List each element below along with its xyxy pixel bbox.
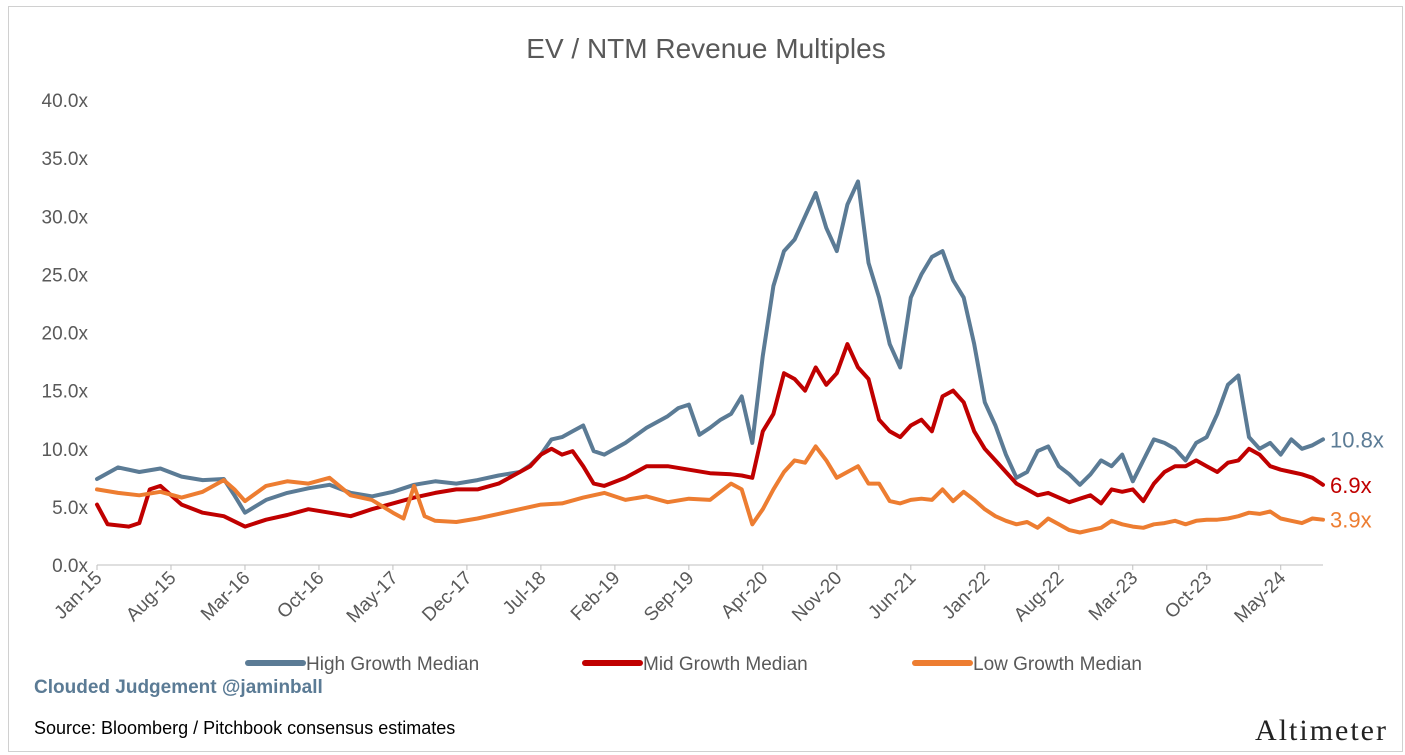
end-labels: 10.8x 6.9x 3.9x (1330, 427, 1384, 532)
legend-label: High Growth Median (306, 654, 479, 675)
x-tick-label: Sep-19 (640, 568, 698, 626)
chart-title: EV / NTM Revenue Multiples (526, 33, 885, 64)
y-tick-label: 15.0x (42, 382, 89, 403)
y-tick-label: 30.0x (42, 207, 89, 228)
source-text: Source: Bloomberg / Pitchbook consensus … (34, 718, 455, 738)
end-label: 3.9x (1330, 508, 1372, 533)
x-tick-label: Oct-16 (273, 568, 328, 623)
series-line-low-growth-median (95, 444, 1325, 535)
x-tick-label: Jul-18 (499, 568, 550, 619)
x-tick-label: Aug-15 (122, 568, 180, 626)
x-tick-label: Jan-22 (938, 568, 994, 624)
y-axis-ticks: 0.0x 5.0x 10.0x 15.0x 20.0x 25.0x 30.0x 35.0x 40… (42, 91, 89, 577)
x-axis-ticks: Jan-15 Aug-15 Mar-16 Oct-16 May-17 Dec-17 Jul-… (51, 565, 1291, 627)
y-tick-label: 5.0x (52, 498, 88, 519)
y-tick-label: 20.0x (42, 324, 89, 345)
x-tick-label: Oct-23 (1161, 568, 1216, 623)
x-tick-label: Feb-19 (567, 568, 624, 625)
x-tick-label: Dec-17 (418, 568, 476, 626)
legend-label: Mid Growth Median (643, 654, 808, 675)
end-label: 6.9x (1330, 473, 1372, 498)
brand-logo: Altimeter (1255, 714, 1388, 747)
y-tick-label: 35.0x (42, 149, 89, 170)
x-tick-label: Mar-23 (1085, 568, 1142, 625)
series-line-mid-growth-median (95, 342, 1325, 529)
y-tick-label: 0.0x (52, 556, 88, 577)
legend-label: Low Growth Median (973, 654, 1142, 675)
y-tick-label: 40.0x (42, 91, 89, 112)
series-line-high-growth-median (95, 179, 1325, 515)
y-tick-label: 25.0x (42, 265, 89, 286)
x-tick-label: Mar-16 (197, 568, 254, 625)
x-tick-label: May-17 (343, 568, 403, 628)
x-tick-label: Jun-21 (864, 568, 920, 624)
y-tick-label: 10.0x (42, 440, 89, 461)
x-tick-label: May-24 (1231, 567, 1291, 627)
series-lines (95, 179, 1325, 535)
watermark-text: Clouded Judgement @jaminball (34, 677, 323, 698)
x-tick-label: Aug-22 (1010, 568, 1068, 626)
x-tick-label: Apr-20 (717, 568, 772, 623)
x-tick-label: Nov-20 (788, 568, 846, 626)
chart-frame (8, 6, 1403, 752)
end-label: 10.8x (1330, 427, 1384, 452)
legend: High Growth Median Mid Growth Median Low G… (245, 654, 1142, 675)
